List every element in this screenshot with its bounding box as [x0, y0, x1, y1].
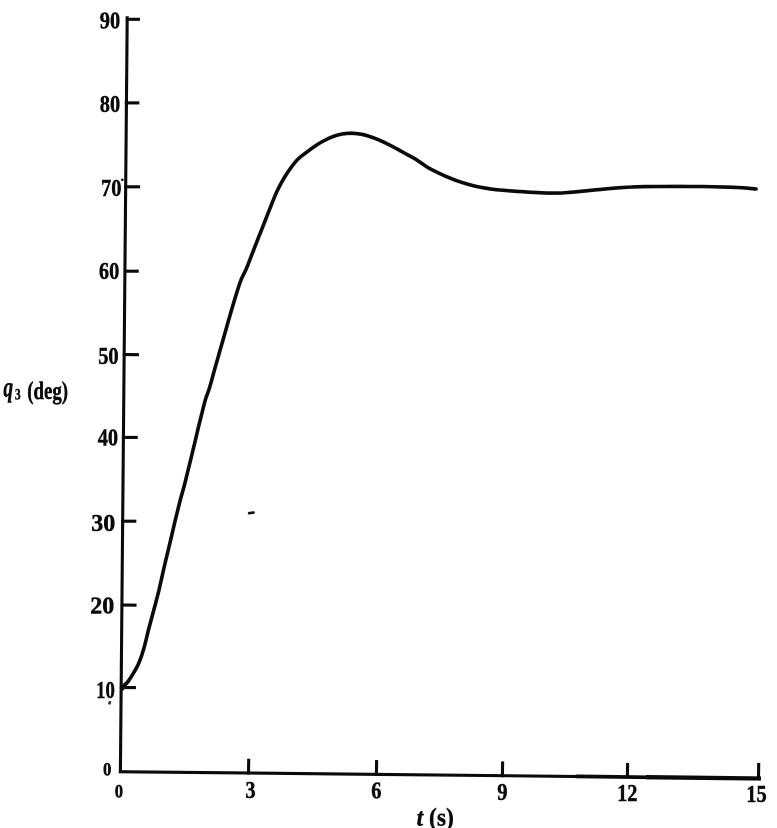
svg-text:9: 9: [497, 778, 507, 805]
svg-text:60: 60: [99, 258, 119, 285]
svg-text:12: 12: [617, 780, 637, 807]
svg-text:3: 3: [15, 387, 21, 404]
svg-text:40: 40: [98, 424, 118, 451]
svg-text:20: 20: [90, 593, 114, 619]
svg-text:(deg): (deg): [27, 376, 68, 404]
svg-text:70: 70: [101, 174, 121, 201]
svg-text:30: 30: [91, 511, 115, 537]
svg-text:6: 6: [371, 777, 381, 804]
svg-text:90: 90: [100, 7, 120, 34]
svg-text:t (s): t (s): [417, 804, 454, 828]
svg-text:0: 0: [115, 780, 123, 801]
svg-text:q: q: [3, 372, 13, 403]
svg-text:80: 80: [100, 90, 120, 117]
svg-text:3: 3: [245, 776, 255, 803]
svg-text:0: 0: [103, 759, 111, 780]
svg-text:10: 10: [96, 677, 115, 704]
svg-text:15: 15: [746, 781, 766, 808]
svg-text:50: 50: [98, 343, 118, 370]
